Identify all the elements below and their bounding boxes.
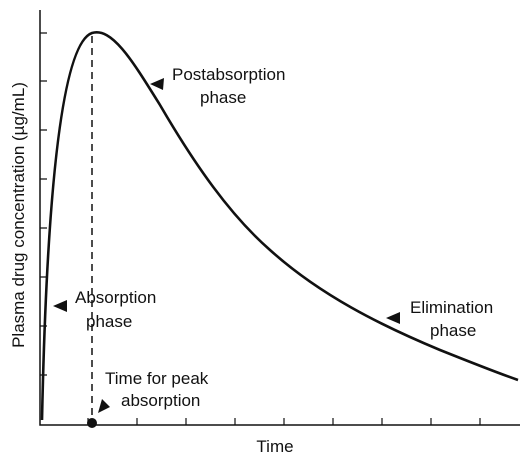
x-axis-label: Time xyxy=(256,437,293,456)
concentration-curve xyxy=(40,31,519,421)
x-ticks xyxy=(87,418,481,425)
arrow xyxy=(53,300,67,312)
annotation: Elimination xyxy=(410,298,493,317)
annotation: absorption xyxy=(121,391,200,410)
annotation: Time for peak xyxy=(105,369,209,388)
annotation: Absorption xyxy=(75,288,156,307)
annotation: phase xyxy=(430,321,476,340)
axis-lines xyxy=(39,10,520,426)
annotation: phase xyxy=(86,312,132,331)
y-axis-label: Plasma drug concentration (µg/mL) xyxy=(9,82,28,348)
annotation: Postabsorption xyxy=(172,65,285,84)
arrow xyxy=(98,399,110,413)
peak-time-dot xyxy=(87,418,97,428)
annotation: phase xyxy=(200,88,246,107)
axes xyxy=(39,10,520,426)
arrow xyxy=(386,312,400,324)
arrow xyxy=(150,78,164,90)
